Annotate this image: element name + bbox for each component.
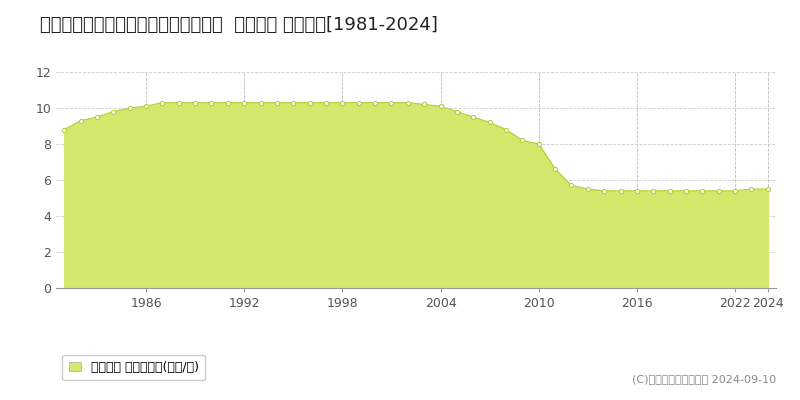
Text: (C)土地価格ドットコム 2024-09-10: (C)土地価格ドットコム 2024-09-10 [632,374,776,384]
Legend: 地価公示 平均坪単価(万円/坪): 地価公示 平均坪単価(万円/坪) [62,355,206,380]
Text: 北海道釧路市緑ケ岡５丁目４７番７８  地価公示 地価推移[1981-2024]: 北海道釧路市緑ケ岡５丁目４７番７８ 地価公示 地価推移[1981-2024] [40,16,438,34]
